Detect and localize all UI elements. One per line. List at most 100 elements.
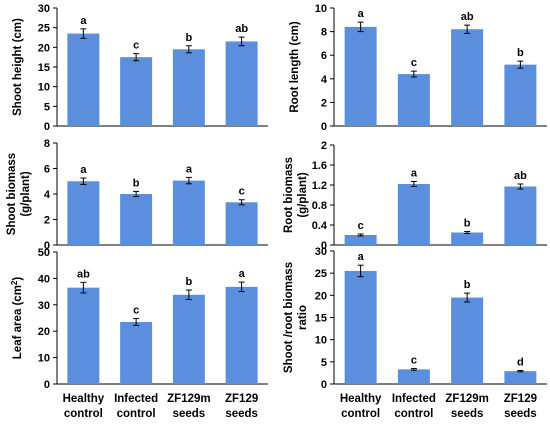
category-label: ZF129m seeds: [167, 393, 210, 420]
significance-label: c: [358, 220, 364, 232]
y-tick-label: 2: [321, 97, 327, 109]
category-label: Infected control: [392, 393, 436, 420]
significance-label: ab: [235, 23, 248, 35]
bar-1: [67, 33, 100, 126]
y-tick-label: 0.8: [312, 200, 327, 212]
y-tick-label: 0: [44, 379, 50, 391]
y-tick-label: 0.4: [312, 220, 328, 232]
category-label: ZF129 seeds: [225, 393, 258, 420]
category-label: ZF129 seeds: [504, 393, 537, 420]
y-tick-label: 50: [38, 247, 50, 259]
significance-label: a: [80, 15, 87, 27]
y-tick-label: 10: [38, 82, 50, 94]
bar-1: [67, 181, 100, 245]
category-label: ZF129m seeds: [445, 393, 488, 420]
y-tick-label: 8: [44, 138, 50, 150]
bar-2: [397, 184, 430, 245]
significance-label: b: [186, 276, 193, 288]
significance-label: c: [133, 305, 139, 317]
y-axis-label-line2: (g/plant): [297, 172, 309, 218]
y-axis-label: Root length (cm): [289, 21, 301, 113]
bar-2: [120, 321, 153, 384]
significance-label: a: [186, 163, 193, 175]
bar-4: [225, 41, 258, 126]
y-tick-label: 40: [38, 273, 50, 285]
bar-2: [397, 369, 430, 384]
bar-3: [451, 297, 484, 384]
significance-label: a: [239, 268, 246, 280]
significance-label: b: [186, 32, 193, 44]
bar-3: [172, 180, 205, 245]
y-tick-label: 0: [321, 379, 327, 391]
y-tick-label: 25: [315, 268, 327, 280]
significance-label: ab: [77, 268, 90, 280]
y-tick-label: 6: [321, 50, 327, 62]
panel-5: 0 10 20 30 40 50 Leaf area (cm2) ab c b a Healthy co…: [10, 247, 268, 420]
bar-3: [172, 294, 205, 384]
panel-6: 0 5 10 15 20 25 30 Shoot /root biomass ratio a c b d…: [283, 246, 547, 420]
bar-1: [344, 270, 377, 384]
bar-3: [451, 232, 484, 245]
bar-3: [172, 49, 205, 126]
y-tick-label: 1.6: [312, 160, 327, 172]
y-axis-label: Leaf area (cm2): [10, 277, 25, 360]
y-tick-label: 0: [44, 240, 50, 252]
bar-2: [120, 57, 153, 126]
y-tick-label: 5: [321, 357, 327, 369]
y-tick-label: 0: [44, 121, 50, 133]
y-tick-label: 10: [38, 353, 50, 365]
panel-1: 0 5 10 15 20 25 30 Shoot height (cm) a c b ab: [12, 3, 268, 133]
y-tick-label: 0: [321, 121, 327, 133]
y-tick-label: 4: [321, 74, 328, 86]
y-tick-label: 2: [321, 140, 327, 152]
y-tick-label: 20: [38, 42, 50, 54]
significance-label: d: [517, 356, 524, 368]
y-axis-label: Shoot height (cm): [12, 18, 24, 116]
bar-1: [344, 26, 377, 127]
bar-1: [344, 235, 377, 245]
significance-label: c: [239, 186, 245, 198]
bar-4: [504, 371, 537, 384]
y-tick-label: 30: [38, 3, 50, 15]
bar-4: [504, 64, 537, 126]
significance-label: c: [411, 57, 417, 69]
y-tick-label: 4: [44, 189, 51, 201]
y-axis-label: Shoot biomass: [6, 153, 18, 235]
bar-2: [120, 194, 153, 245]
y-tick-label: 30: [315, 246, 327, 258]
significance-label: c: [133, 40, 139, 52]
bar-4: [225, 286, 258, 384]
panel-2: 0 2 4 6 8 10 Root length (cm) a c ab b: [289, 3, 547, 133]
y-tick-label: 15: [38, 62, 50, 74]
y-axis-label: Shoot /root biomass: [283, 262, 295, 373]
y-tick-label: 2: [44, 215, 50, 227]
significance-label: b: [464, 279, 471, 291]
category-label: Healthy control: [63, 393, 105, 420]
significance-label: c: [411, 354, 417, 366]
bar-4: [225, 202, 258, 245]
y-tick-label: 5: [44, 101, 50, 113]
y-tick-label: 0: [321, 240, 327, 252]
significance-label: b: [133, 177, 140, 189]
bar-4: [504, 186, 537, 245]
y-tick-label: 20: [315, 290, 327, 302]
bar-2: [397, 74, 430, 126]
significance-label: ab: [514, 170, 527, 182]
significance-label: a: [411, 168, 418, 180]
y-tick-label: 8: [321, 27, 327, 39]
y-axis-label: Root biomass: [283, 157, 295, 233]
category-label: Infected control: [114, 393, 158, 420]
y-tick-label: 6: [44, 164, 50, 176]
significance-label: a: [80, 164, 87, 176]
y-axis-label-line2: ratio: [297, 305, 309, 330]
bar-3: [451, 29, 484, 127]
y-tick-label: 25: [38, 23, 50, 35]
y-tick-label: 30: [38, 300, 50, 312]
significance-label: ab: [461, 11, 474, 23]
y-tick-label: 15: [315, 313, 327, 325]
category-label: Healthy control: [340, 393, 382, 420]
significance-label: b: [464, 218, 471, 230]
significance-label: b: [517, 47, 524, 59]
